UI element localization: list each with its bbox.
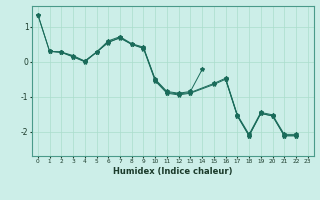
X-axis label: Humidex (Indice chaleur): Humidex (Indice chaleur): [113, 167, 233, 176]
